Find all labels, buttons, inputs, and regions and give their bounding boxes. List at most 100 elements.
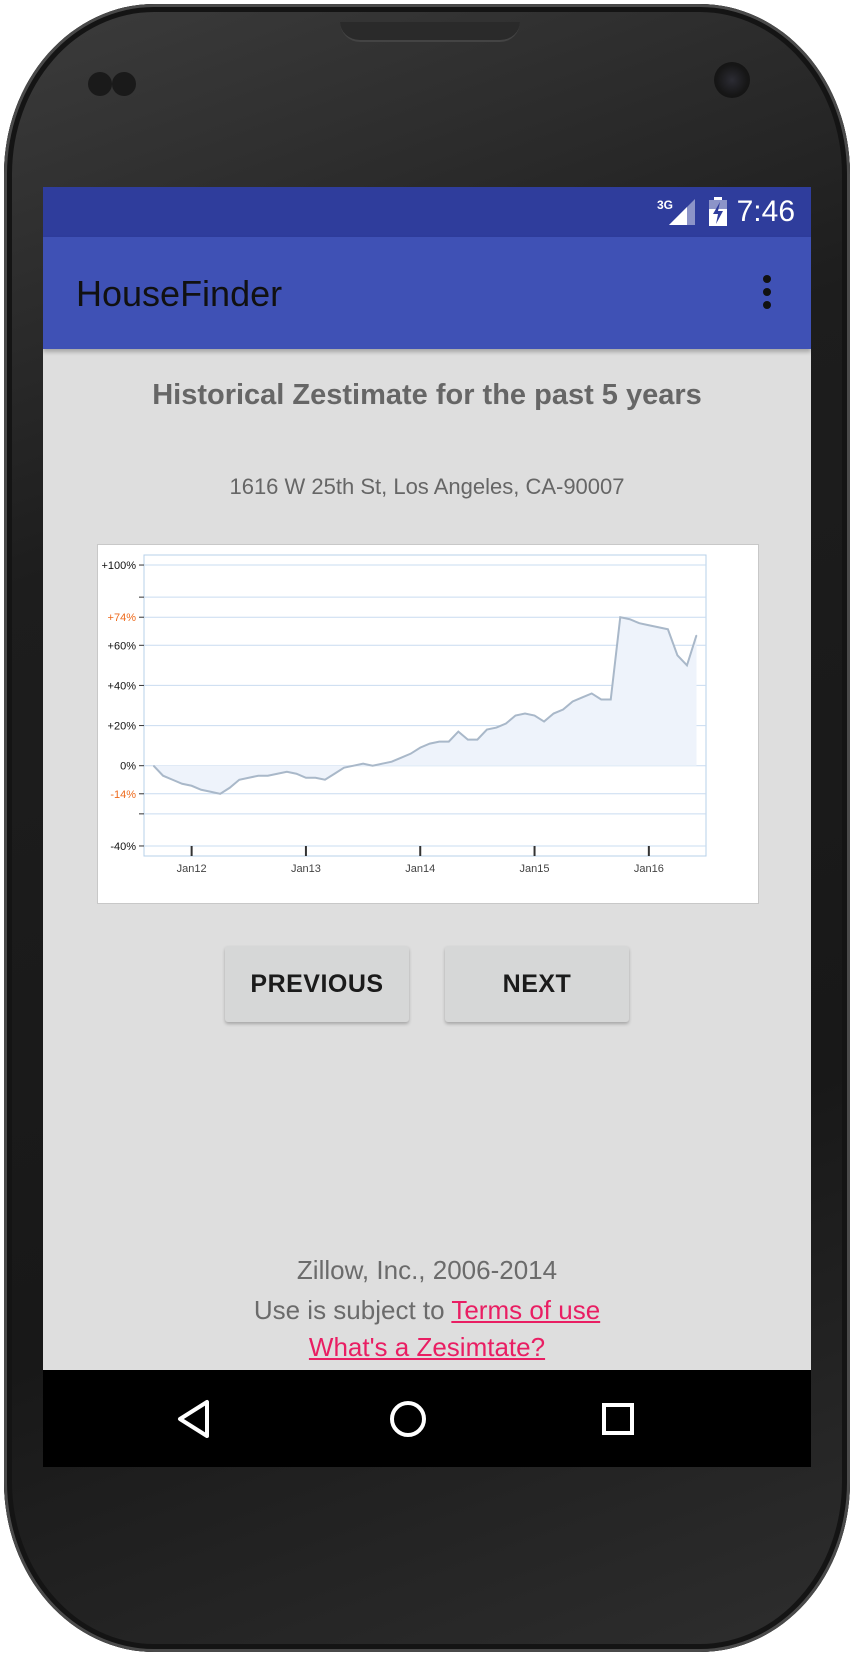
chart-data-point <box>362 763 364 765</box>
y-tick-label: +40% <box>108 680 137 692</box>
chart-data-point <box>495 727 497 729</box>
chart-data-point <box>410 753 412 755</box>
chart-data-point <box>581 696 583 698</box>
chart-data-point <box>324 779 326 781</box>
chart-data-point <box>448 741 450 743</box>
y-tick-label: +20% <box>108 721 137 733</box>
chart-data-point <box>343 767 345 769</box>
chart-data-point <box>334 773 336 775</box>
chart-data-point <box>457 731 459 733</box>
chart-data-point <box>486 729 488 731</box>
chart-data-point <box>638 622 640 624</box>
x-tick-label: Jan12 <box>177 863 207 875</box>
back-triangle-icon[interactable] <box>171 1394 221 1444</box>
chart-data-point <box>162 775 164 777</box>
chart-data-point <box>419 747 421 749</box>
chart-data-point <box>438 741 440 743</box>
footer-whats-line: What's a Zesimtate? <box>43 1332 811 1363</box>
chart-data-point <box>238 779 240 781</box>
chart-data-point <box>219 793 221 795</box>
chart-axes: +100% +74% +60% +40% +20% 0% -14% -40% Jan12 Jan1… <box>101 560 697 875</box>
chart-data-point <box>610 698 612 700</box>
chart-data-point <box>172 779 174 781</box>
y-tick-label: 0% <box>120 761 136 773</box>
terms-prefix: Use is subject to <box>253 1295 452 1325</box>
chart-data-point <box>210 791 212 793</box>
signal-3g-icon: 3G <box>657 198 695 225</box>
page-heading: Historical Zestimate for the past 5 year… <box>152 379 702 411</box>
terms-of-use-link[interactable]: Terms of use <box>451 1295 601 1325</box>
earpiece-speaker <box>340 22 520 42</box>
chart-data-point <box>629 618 631 620</box>
chart-data-point <box>248 777 250 779</box>
chart-data-point <box>676 654 678 656</box>
chart-svg: +100% +74% +60% +40% +20% 0% -14% -40% Jan12 Jan1… <box>101 554 707 875</box>
chart-data-point <box>524 713 526 715</box>
chart-data-point <box>229 787 231 789</box>
chart-data-point <box>534 715 536 717</box>
navigation-bar <box>43 1370 811 1467</box>
x-tick-label: Jan16 <box>634 863 664 875</box>
y-tick-label: -40% <box>110 841 136 853</box>
x-tick-label: Jan13 <box>291 863 321 875</box>
y-tick-label: +100% <box>101 560 136 572</box>
chart-data-point <box>505 723 507 725</box>
chart-data-point <box>295 773 297 775</box>
y-tick-label: +74% <box>108 612 137 624</box>
chart-area-fill <box>153 617 697 794</box>
network-label: 3G <box>657 198 673 212</box>
status-time: 7:46 <box>736 195 795 228</box>
chart-data-point <box>695 634 697 636</box>
chart-data-point <box>667 628 669 630</box>
chart-data-point <box>314 777 316 779</box>
app-title: HouseFinder <box>76 273 283 314</box>
y-tick-label: +60% <box>108 640 137 652</box>
chart-data-point <box>353 765 355 767</box>
chart-data-point <box>276 773 278 775</box>
chart-data-point <box>286 771 288 773</box>
chart-series-line <box>152 616 698 795</box>
x-tick-label: Jan14 <box>405 863 435 875</box>
chart-data-point <box>476 739 478 741</box>
light-sensor <box>112 72 136 96</box>
chart-data-point <box>381 763 383 765</box>
footer-copyright: Zillow, Inc., 2006-2014 <box>296 1255 558 1285</box>
chart-data-point <box>305 777 307 779</box>
front-camera <box>714 62 750 98</box>
chart-data-point <box>562 709 564 711</box>
chart-data-point <box>181 783 183 785</box>
chart-data-point <box>372 765 374 767</box>
x-tick-label: Jan15 <box>520 863 550 875</box>
footer-terms-line: Use is subject to Terms of use <box>43 1295 811 1326</box>
battery-charging-icon <box>709 197 727 226</box>
chart-data-point <box>619 616 621 618</box>
proximity-sensor <box>88 72 112 96</box>
previous-button[interactable]: PREVIOUS <box>225 946 409 1022</box>
zestimate-chart: +100% +74% +60% +40% +20% 0% -14% -40% Jan12 Jan1… <box>97 544 759 904</box>
more-vert-icon[interactable] <box>759 275 775 315</box>
screen: 3G 7:46 HouseFinder Historical Zestimate… <box>43 187 811 1467</box>
recents-square-icon[interactable] <box>593 1394 643 1444</box>
status-bar: 3G 7:46 <box>43 187 811 237</box>
next-button[interactable]: NEXT <box>445 946 629 1022</box>
chart-grid <box>143 554 707 857</box>
home-circle-icon[interactable] <box>383 1394 433 1444</box>
chart-data-point <box>591 692 593 694</box>
chart-data-point <box>191 785 193 787</box>
chart-data-point <box>648 624 650 626</box>
y-tick-label: -14% <box>110 789 136 801</box>
chart-data-point <box>391 761 393 763</box>
chart-data-point <box>543 721 545 723</box>
chart-data-point <box>600 698 602 700</box>
whats-zestimate-link[interactable]: What's a Zesimtate? <box>308 1332 546 1362</box>
chart-data-point <box>657 626 659 628</box>
chart-data-point <box>153 765 155 767</box>
chart-data-point <box>257 775 259 777</box>
chart-data-point <box>553 713 555 715</box>
chart-data-point <box>400 757 402 759</box>
chart-data-point <box>429 743 431 745</box>
chart-data-point <box>467 739 469 741</box>
app-bar: HouseFinder <box>43 237 811 349</box>
chart-data-point <box>572 700 574 702</box>
